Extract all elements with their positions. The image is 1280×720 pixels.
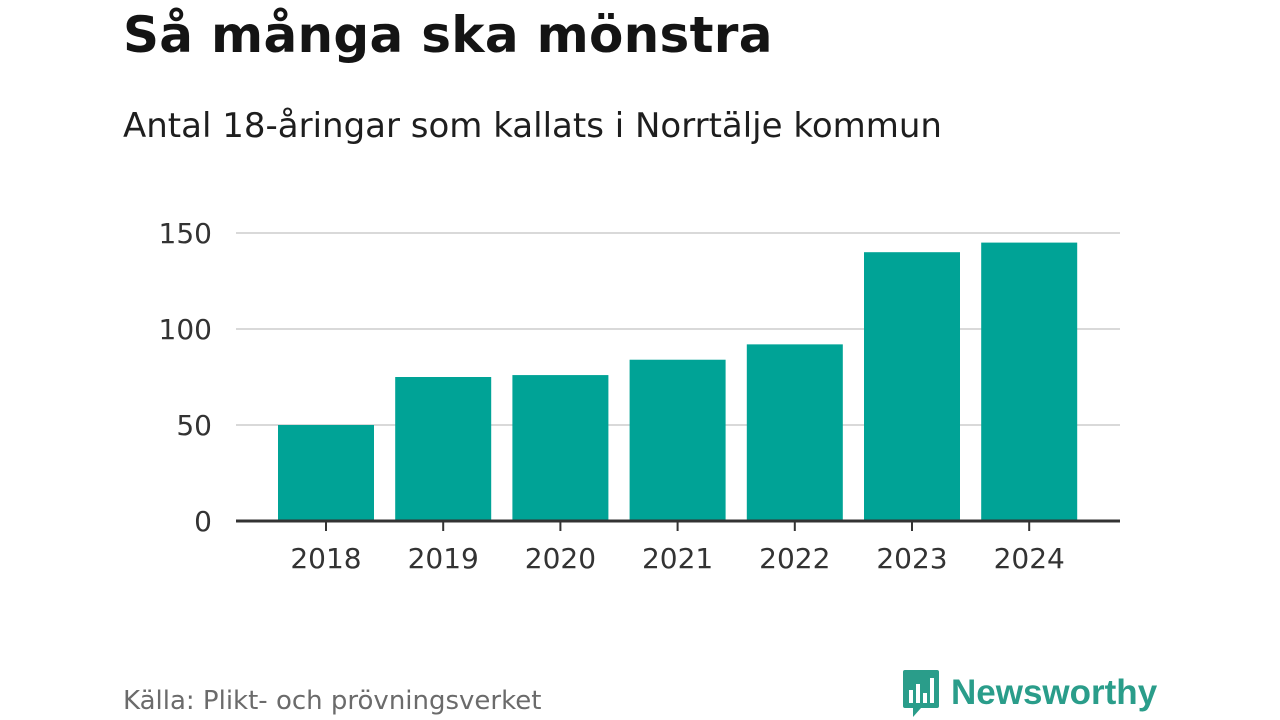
chart-subtitle: Antal 18-åringar som kallats i Norrtälje… bbox=[123, 106, 942, 146]
x-tick-label: 2020 bbox=[525, 542, 596, 575]
x-tick-label: 2022 bbox=[759, 542, 830, 575]
axes bbox=[236, 519, 1120, 531]
bar-2019 bbox=[395, 377, 492, 521]
x-tick-label: 2021 bbox=[642, 542, 713, 575]
chart-title: Så många ska mönstra bbox=[123, 6, 773, 64]
y-tick-label: 150 bbox=[159, 217, 212, 250]
bar-2022 bbox=[746, 344, 843, 521]
bar-2024 bbox=[981, 242, 1078, 521]
x-tick-label: 2024 bbox=[994, 542, 1065, 575]
source-note: Källa: Plikt- och prövningsverket bbox=[123, 686, 542, 716]
y-tick-label: 50 bbox=[176, 409, 212, 442]
y-tick-label: 100 bbox=[159, 313, 212, 346]
tick-labels: 0 50 100 150 2018 2019 2020 2021 2022 2023 2024 bbox=[159, 217, 1065, 575]
x-tick-label: 2018 bbox=[290, 542, 361, 575]
x-tick-label: 2023 bbox=[876, 542, 947, 575]
brand-name: Newsworthy bbox=[951, 673, 1158, 712]
newsworthy-bar-chart-logo-icon bbox=[903, 670, 939, 717]
bars bbox=[278, 242, 1078, 521]
x-tick-label: 2019 bbox=[408, 542, 479, 575]
bar-2021 bbox=[629, 359, 726, 521]
y-tick-label: 0 bbox=[194, 505, 212, 538]
bar-2018 bbox=[278, 425, 374, 521]
bar-2020 bbox=[512, 375, 609, 521]
bar-2023 bbox=[864, 252, 960, 521]
brand-logo: Newsworthy bbox=[901, 668, 1157, 718]
